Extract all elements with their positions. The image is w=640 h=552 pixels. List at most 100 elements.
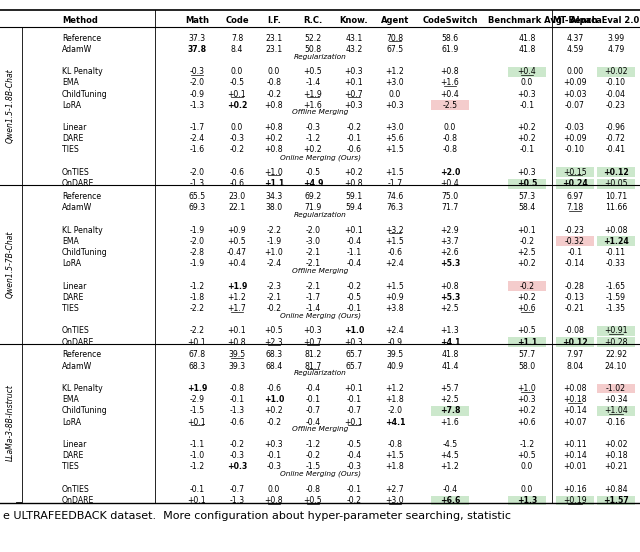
Text: MT-Bench: MT-Bench — [552, 15, 598, 25]
Text: -1.65: -1.65 — [606, 282, 626, 290]
Text: +0.2: +0.2 — [518, 123, 536, 132]
Text: 22.1: 22.1 — [228, 203, 246, 212]
Text: 68.3: 68.3 — [266, 351, 283, 359]
Text: +0.12: +0.12 — [562, 338, 588, 347]
Text: Offline Merging: Offline Merging — [292, 109, 348, 115]
Text: +0.19: +0.19 — [563, 496, 587, 505]
Text: DARE: DARE — [62, 134, 83, 144]
Text: -4.5: -4.5 — [442, 440, 458, 449]
Text: +4.1: +4.1 — [385, 418, 405, 427]
Text: +3.0: +3.0 — [386, 496, 404, 505]
Text: Reference: Reference — [62, 192, 101, 201]
Text: +0.5: +0.5 — [518, 451, 536, 460]
Bar — [431, 496, 469, 506]
Text: 4.79: 4.79 — [607, 45, 625, 54]
Text: -2.0: -2.0 — [305, 226, 321, 235]
Text: -0.96: -0.96 — [606, 123, 626, 132]
Text: +0.8: +0.8 — [265, 146, 284, 155]
Text: -0.1: -0.1 — [266, 451, 282, 460]
Text: +0.8: +0.8 — [265, 100, 284, 110]
Text: 59.1: 59.1 — [346, 192, 363, 201]
Text: +0.2: +0.2 — [518, 293, 536, 302]
Text: -0.2: -0.2 — [346, 282, 362, 290]
Text: -1.2: -1.2 — [305, 440, 321, 449]
Text: -0.5: -0.5 — [346, 293, 362, 302]
Text: 67.8: 67.8 — [188, 351, 205, 359]
Text: +0.34: +0.34 — [604, 395, 628, 404]
Text: -1.0: -1.0 — [189, 451, 205, 460]
Text: +1.0: +1.0 — [344, 326, 364, 336]
Text: -0.2: -0.2 — [346, 123, 362, 132]
Text: -1.1: -1.1 — [189, 440, 205, 449]
Text: -1.2: -1.2 — [189, 282, 205, 290]
Text: -0.1: -0.1 — [305, 395, 321, 404]
Text: +0.2: +0.2 — [518, 406, 536, 416]
Text: -0.8: -0.8 — [266, 78, 282, 87]
Text: +1.8: +1.8 — [386, 395, 404, 404]
Text: +0.28: +0.28 — [604, 338, 628, 347]
Text: 70.8: 70.8 — [387, 34, 404, 43]
Text: +1.2: +1.2 — [440, 463, 460, 471]
Text: 39.5: 39.5 — [387, 351, 404, 359]
Text: +0.3: +0.3 — [304, 326, 323, 336]
Text: +6.6: +6.6 — [440, 496, 460, 505]
Text: +2.7: +2.7 — [386, 485, 404, 494]
Text: +0.8: +0.8 — [441, 67, 460, 76]
Text: +0.1: +0.1 — [228, 89, 246, 98]
Text: +4.1: +4.1 — [440, 338, 460, 347]
Text: 23.1: 23.1 — [266, 45, 283, 54]
Text: +0.01: +0.01 — [563, 463, 587, 471]
Text: LoRA: LoRA — [62, 259, 81, 268]
Text: -2.4: -2.4 — [266, 259, 282, 268]
Text: -2.2: -2.2 — [189, 304, 205, 313]
Text: 7.8: 7.8 — [231, 34, 243, 43]
Text: -0.6: -0.6 — [266, 384, 282, 393]
Text: -0.2: -0.2 — [266, 89, 282, 98]
Text: 76.3: 76.3 — [387, 203, 404, 212]
Text: 0.0: 0.0 — [521, 463, 533, 471]
Text: -0.4: -0.4 — [346, 237, 362, 246]
Text: 81.7: 81.7 — [305, 362, 322, 370]
Text: +2.9: +2.9 — [441, 226, 460, 235]
Text: +0.3: +0.3 — [227, 463, 247, 471]
Text: ChildTuning: ChildTuning — [62, 89, 108, 98]
Text: +0.1: +0.1 — [344, 384, 364, 393]
Text: +0.1: +0.1 — [518, 226, 536, 235]
Text: +0.21: +0.21 — [604, 463, 628, 471]
Text: -0.7: -0.7 — [305, 406, 321, 416]
Text: +0.16: +0.16 — [563, 485, 587, 494]
Text: 7.18: 7.18 — [566, 203, 584, 212]
Text: +0.1: +0.1 — [188, 496, 206, 505]
Text: -0.1: -0.1 — [520, 146, 534, 155]
Text: -0.2: -0.2 — [520, 282, 534, 290]
Text: +0.14: +0.14 — [563, 406, 587, 416]
Text: OnTIES: OnTIES — [62, 326, 90, 336]
Text: -1.2: -1.2 — [520, 440, 534, 449]
Text: +0.4: +0.4 — [228, 259, 246, 268]
Text: 0.0: 0.0 — [389, 89, 401, 98]
Text: 71.9: 71.9 — [305, 203, 322, 212]
Text: +0.5: +0.5 — [265, 326, 284, 336]
Bar — [556, 337, 594, 347]
Text: Method: Method — [62, 15, 98, 25]
Text: -0.4: -0.4 — [305, 418, 321, 427]
Text: +5.7: +5.7 — [441, 384, 460, 393]
Text: -0.2: -0.2 — [230, 146, 244, 155]
Text: -2.1: -2.1 — [305, 282, 321, 290]
Text: OnDARE: OnDARE — [62, 179, 94, 188]
Text: -0.13: -0.13 — [565, 293, 585, 302]
Text: -0.5: -0.5 — [346, 440, 362, 449]
Text: -2.1: -2.1 — [266, 293, 282, 302]
Text: -1.2: -1.2 — [189, 463, 205, 471]
Text: -0.6: -0.6 — [346, 146, 362, 155]
Text: +1.04: +1.04 — [604, 406, 628, 416]
Text: +1.0: +1.0 — [518, 384, 536, 393]
Text: -2.4: -2.4 — [189, 134, 205, 144]
Bar — [597, 67, 635, 77]
Text: +1.3: +1.3 — [517, 496, 537, 505]
Text: -0.2: -0.2 — [266, 418, 282, 427]
Text: 0.00: 0.00 — [566, 67, 584, 76]
Text: -0.03: -0.03 — [565, 123, 585, 132]
Text: +0.91: +0.91 — [604, 326, 628, 336]
Text: AlpacaEval 2.0 (LC): AlpacaEval 2.0 (LC) — [570, 15, 640, 25]
